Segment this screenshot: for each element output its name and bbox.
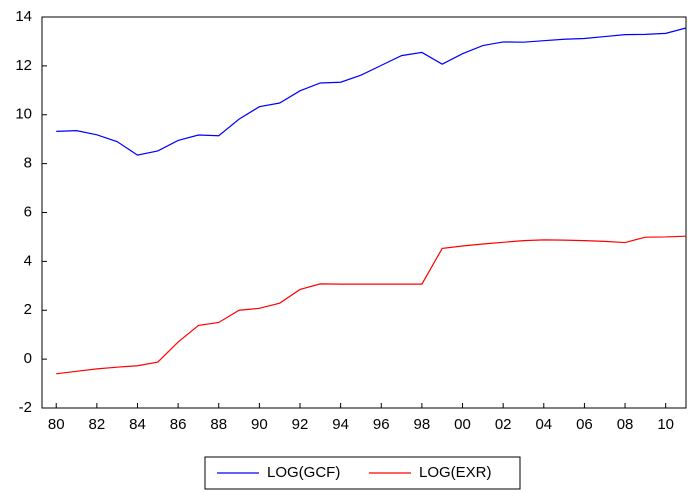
x-tick-label: 84 — [129, 416, 146, 433]
y-tick-label: 4 — [24, 252, 32, 269]
series-line — [56, 27, 687, 156]
y-tick-label: 12 — [15, 57, 32, 74]
y-tick-label: 6 — [24, 203, 32, 220]
legend-label: LOG(GCF) — [267, 464, 340, 481]
y-tick-label: 2 — [24, 301, 32, 318]
x-tick-label: 10 — [657, 416, 674, 433]
x-tick-label: 90 — [251, 416, 268, 433]
x-tick-label: 94 — [332, 416, 349, 433]
x-tick-label: 04 — [535, 416, 552, 433]
x-tick-label: 08 — [617, 416, 634, 433]
x-tick-label: 98 — [414, 416, 431, 433]
x-tick-label: 86 — [170, 416, 187, 433]
x-tick-label: 06 — [576, 416, 593, 433]
x-tick-label: 02 — [495, 416, 512, 433]
y-tick-label: 14 — [15, 8, 32, 25]
plot-frame — [41, 16, 687, 409]
y-tick-label: 10 — [15, 106, 32, 123]
x-tick-label: 80 — [48, 416, 65, 433]
y-tick-label: 0 — [24, 350, 32, 367]
x-tick-label: 00 — [454, 416, 471, 433]
x-tick-label: 96 — [373, 416, 390, 433]
y-tick-label: 8 — [24, 155, 32, 172]
legend-label: LOG(EXR) — [419, 464, 492, 481]
x-tick-label: 82 — [89, 416, 106, 433]
x-tick-label: 92 — [292, 416, 309, 433]
y-tick-label: -2 — [19, 399, 32, 416]
x-tick-label: 88 — [210, 416, 227, 433]
series-line — [56, 235, 687, 375]
